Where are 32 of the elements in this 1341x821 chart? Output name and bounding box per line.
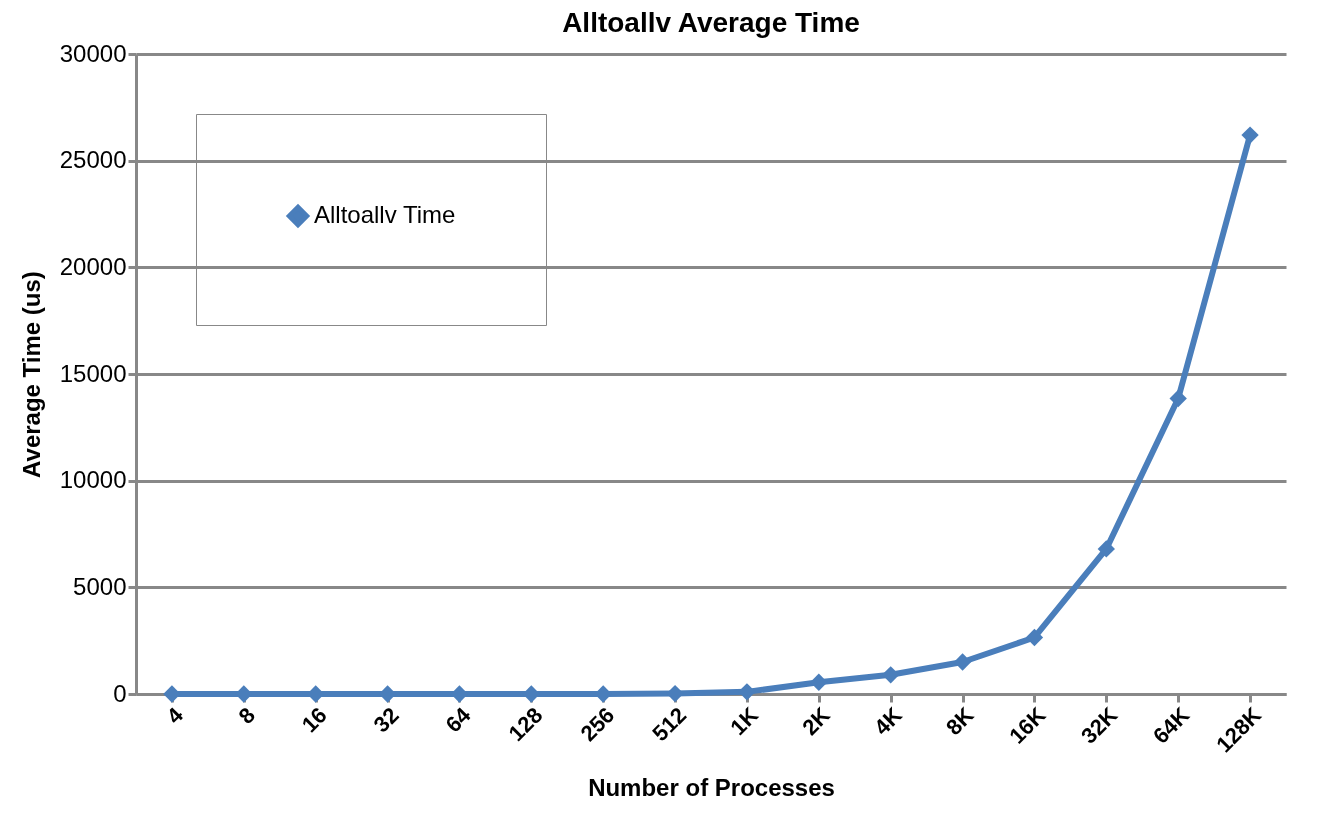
x-axis-title: Number of Processes [588,773,835,801]
y-tick-label: 0 [113,679,127,707]
y-tick-label: 15000 [59,359,127,387]
x-tick-label: 128 [503,702,548,747]
point [882,666,900,684]
x-tick-label: 64 [440,701,477,738]
legend-label: Alltoallv Time [314,201,456,228]
x-tick-label: 8K [941,702,979,740]
y-axis-title: Average Time (us) [17,271,45,478]
chart-title: Alltoallv Average Time [562,7,860,38]
x-tick-label: 16 [296,702,332,738]
x-tick-label: 32K [1076,702,1123,749]
y-tick-label: 30000 [59,39,127,67]
y-tick-label: 20000 [59,252,127,280]
point [810,673,828,691]
x-tick-label: 256 [575,702,620,747]
x-tick-label: 512 [647,702,692,747]
point [1169,389,1187,408]
point [1241,126,1259,144]
point [1097,540,1115,558]
x-tick-label: 4 [161,701,189,729]
x-tick-label: 8 [233,702,260,729]
x-tick-label: 2K [797,702,835,740]
x-tick-label: 32 [368,702,404,738]
x-tick-label: 4K [869,702,907,740]
y-tick-label: 10000 [59,466,127,494]
y-tick-label: 5000 [73,572,127,600]
x-tick-label: 1K [725,702,764,740]
y-tick-label: 25000 [59,146,127,174]
x-tick-label: 64K [1148,702,1195,749]
point [1025,628,1044,647]
point [953,653,972,671]
